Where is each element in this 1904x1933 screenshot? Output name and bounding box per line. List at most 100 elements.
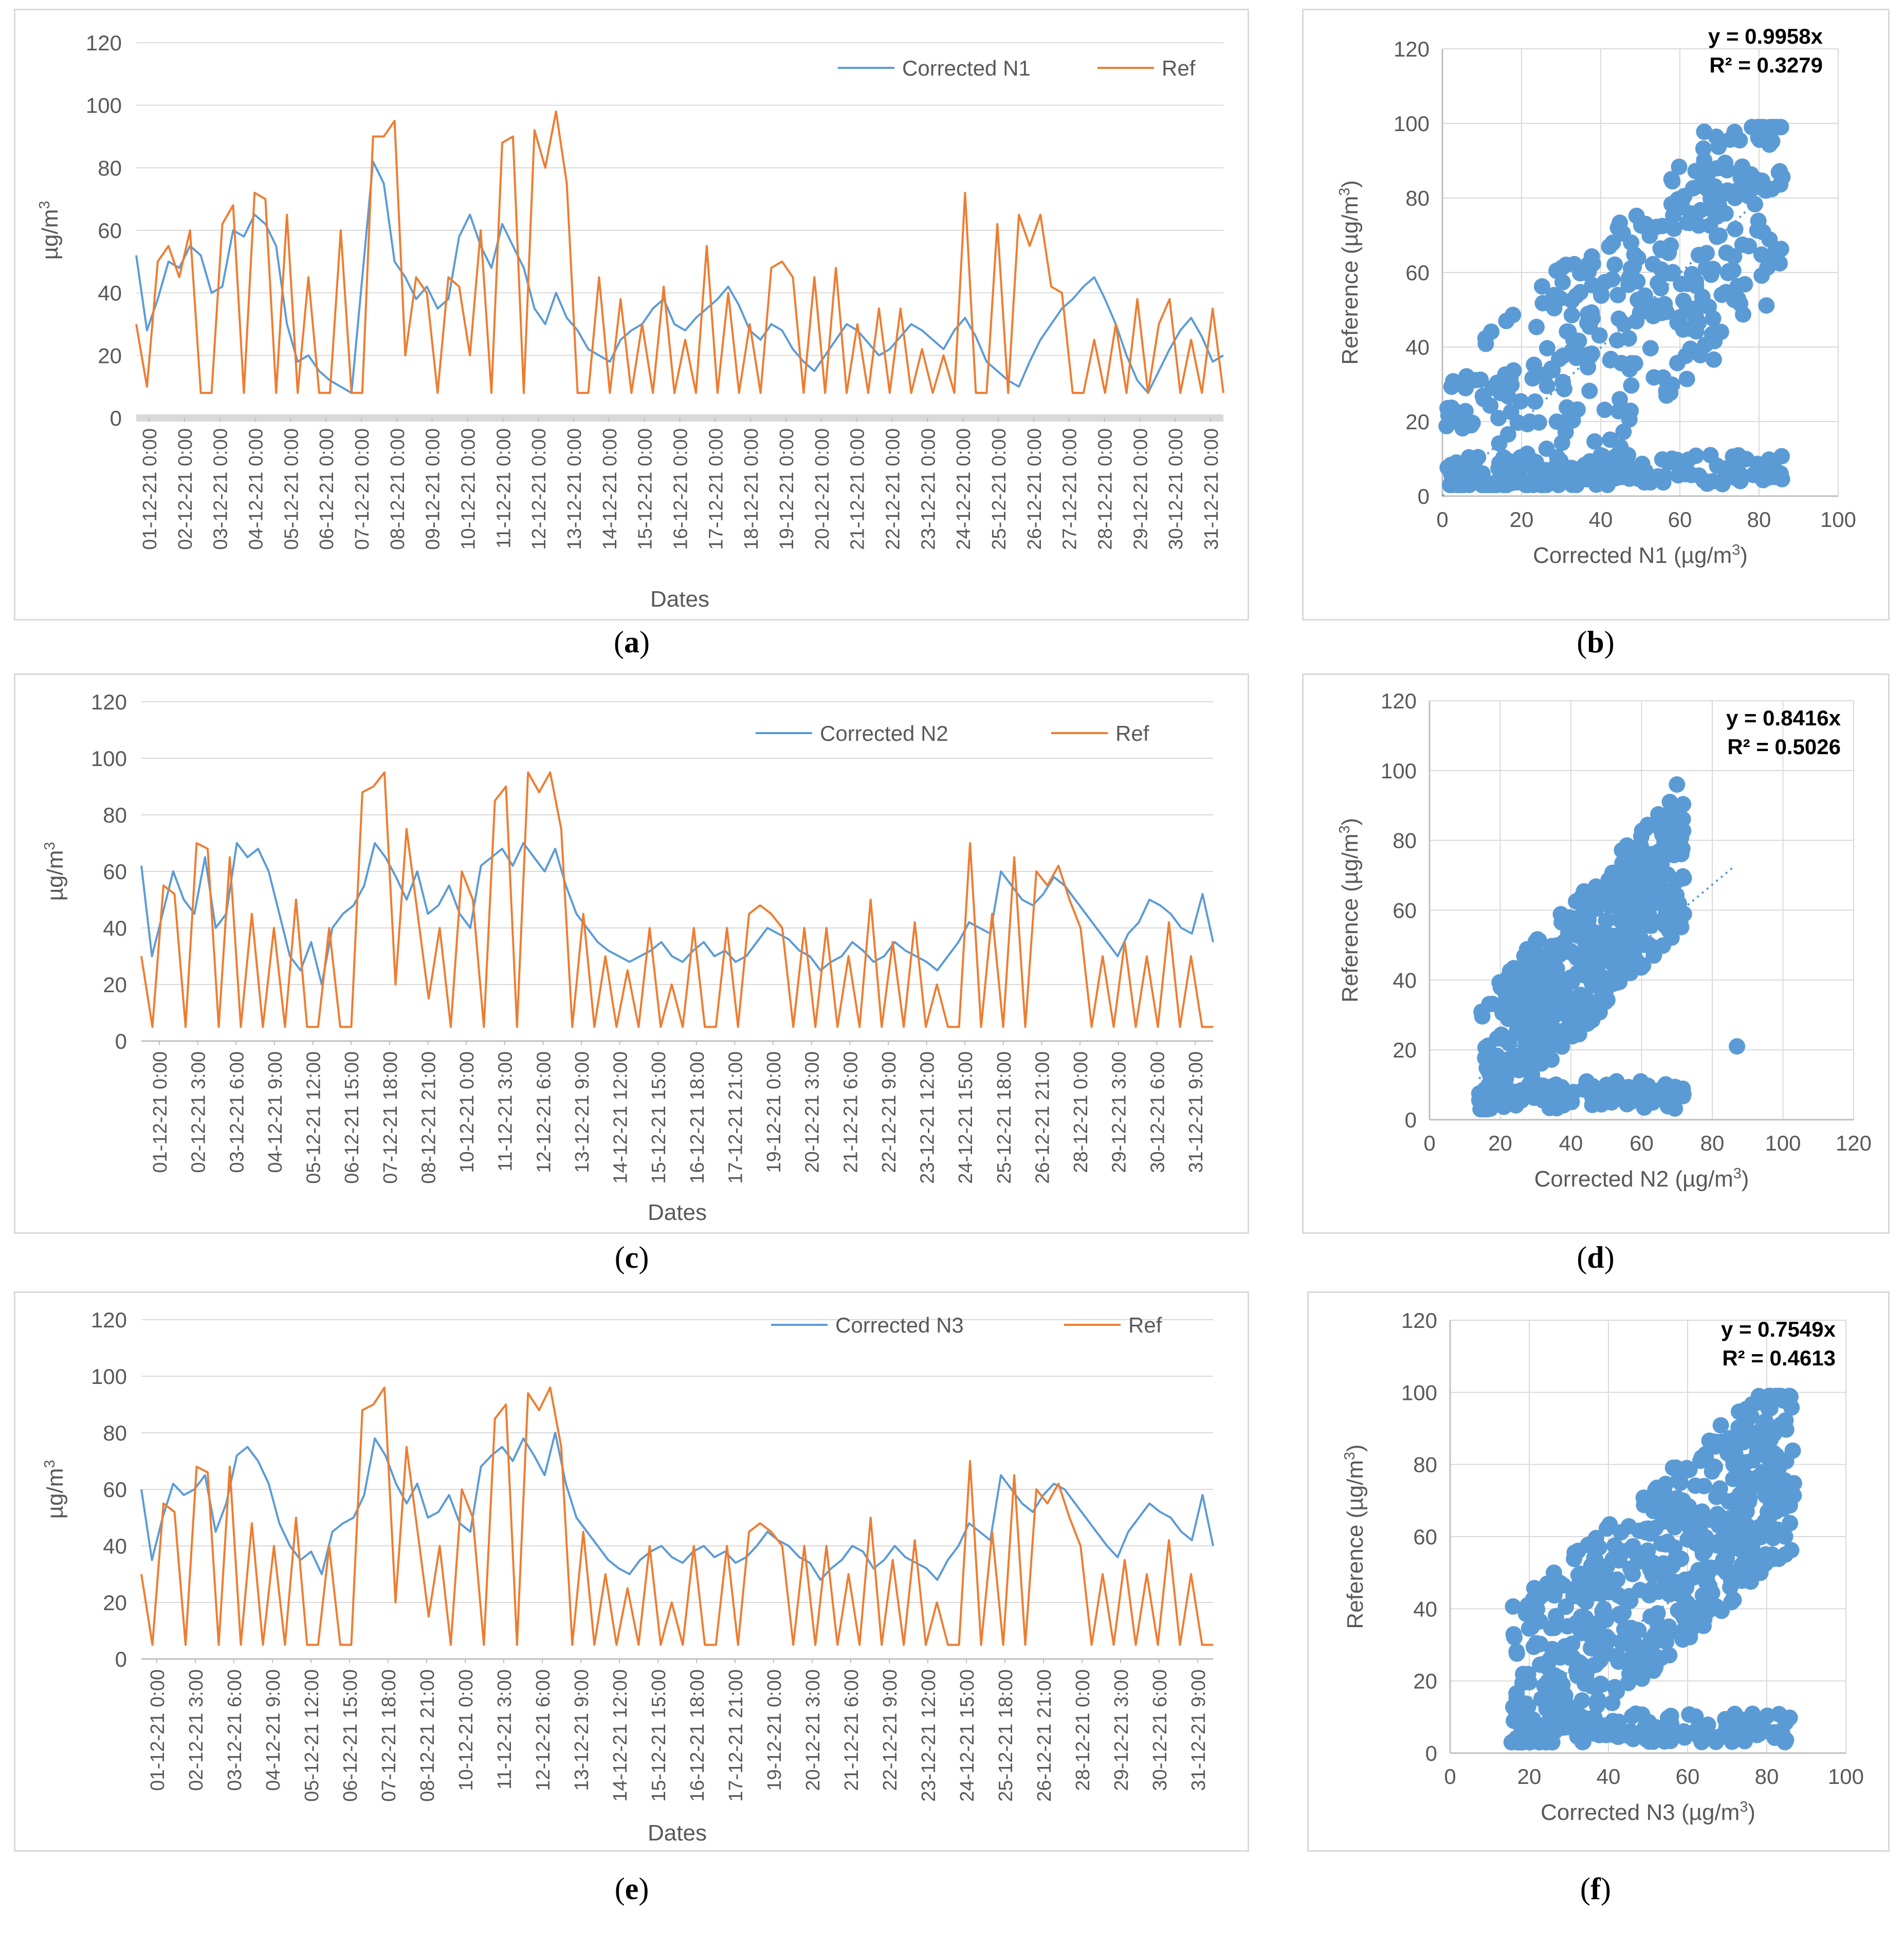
x-tick-label: 60	[1668, 507, 1692, 532]
scatter-point	[1645, 941, 1662, 958]
y-tick-label: 100	[91, 1364, 127, 1389]
scatter-point	[1688, 447, 1705, 464]
x-tick-label: 80	[1700, 1131, 1725, 1155]
x-tick-label: 11-12-21 0:00	[493, 428, 515, 549]
scatter-point	[1731, 132, 1748, 149]
scatter-point	[1650, 1583, 1667, 1600]
chart-a-svg: 0 20 40 60 80 100 120 01-12-21 0:00 02-12-21 0:0…	[36, 31, 1224, 612]
x-tick-label: 03-12-21 6:00	[226, 1051, 248, 1173]
scatter-point	[1695, 140, 1712, 157]
chart-c-svg: 0 20 40 60 80 100 120 01-12-21 0:00 02-12-21 3:0…	[42, 690, 1214, 1225]
scatter-point	[1626, 851, 1643, 868]
scatter-point	[1604, 941, 1621, 958]
y-tick-label: 20	[1405, 410, 1430, 434]
scatter-point	[1727, 221, 1744, 238]
x-tick-label: 04-12-21 0:00	[246, 428, 267, 550]
scatter-point	[1698, 1574, 1715, 1591]
scatter-point	[1534, 951, 1550, 968]
scatter-point	[1773, 1723, 1790, 1740]
scatter-point	[1758, 297, 1775, 314]
x-tick-label: 29-12-21 3:00	[1109, 1051, 1130, 1173]
scatter-point	[1558, 1598, 1575, 1615]
scatter-point	[1620, 271, 1637, 288]
x-tick-label: 40	[1559, 1131, 1583, 1155]
chart-f-svg: 0 20 40 60 80 100 0 20 40 60 80 100 120 y = 0.7549x R²…	[1342, 1308, 1864, 1825]
x-tick-label: 04-12-21 9:00	[265, 1051, 286, 1173]
caption-e: (e)	[614, 1872, 649, 1906]
scatter-point	[1477, 330, 1494, 347]
x-tick-label: 31-12-21 9:00	[1185, 1051, 1207, 1173]
scatter-point	[1712, 1417, 1729, 1434]
legend-label-ref: Ref	[1115, 721, 1149, 745]
scatter-point	[1677, 348, 1694, 364]
x-axis-title: Corrected N1 (µg/m3)	[1533, 542, 1748, 568]
scatter-point	[1753, 267, 1770, 284]
x-tick-label: 28-12-21 0:00	[1095, 428, 1116, 550]
scatter-point	[1725, 1591, 1742, 1608]
scatter-point	[1661, 922, 1678, 939]
x-tick-label: 12-12-21 6:00	[533, 1669, 554, 1791]
scatter-point	[1608, 974, 1625, 991]
y-axis-title: µg/m3	[42, 1460, 68, 1519]
scatter-point	[1625, 915, 1642, 932]
scatter-point	[1744, 1705, 1761, 1722]
scatter-point	[1687, 1708, 1704, 1725]
scatter-point	[1725, 1470, 1742, 1487]
scatter-point	[1531, 1613, 1548, 1630]
x-tick-label: 05-12-21 0:00	[281, 428, 302, 550]
scatter-point	[1595, 1600, 1612, 1617]
scatter-point	[1505, 306, 1522, 323]
caption-f: (f)	[1580, 1872, 1611, 1906]
x-tick-label: 26-12-21 21:00	[1034, 1669, 1055, 1802]
scatter-point	[1569, 401, 1586, 418]
scatter-point	[1743, 166, 1760, 183]
scatter-point	[1505, 362, 1522, 379]
scatter-point	[1623, 355, 1640, 372]
x-tick-label: 02-12-21 3:00	[188, 1051, 210, 1173]
x-tick-label: 20	[1517, 1764, 1542, 1789]
scatter-point	[1610, 1713, 1627, 1730]
scatter-point	[1584, 1088, 1601, 1105]
x-tick-label: 18-12-21 0:00	[741, 428, 762, 550]
x-tick-label: 08-12-21 21:00	[418, 1051, 440, 1184]
scatter-point	[1606, 256, 1623, 273]
y-tick-label: 40	[1393, 968, 1417, 992]
scatter-point	[1762, 1431, 1779, 1448]
scatter-point	[1563, 1013, 1580, 1030]
scatter-point	[1564, 991, 1581, 1008]
y-tick-label: 120	[91, 690, 127, 714]
x-tick-label: 25-12-21 0:00	[988, 428, 1010, 550]
scatter-point	[1584, 310, 1601, 327]
x-tick-label: 60	[1630, 1131, 1654, 1155]
scatter-point	[1499, 388, 1516, 405]
x-tick-label: 19-12-21 0:00	[776, 428, 798, 550]
scatter-point	[1582, 348, 1599, 364]
scatter-point	[1510, 1017, 1527, 1034]
scatter-point	[1548, 1100, 1565, 1117]
x-tick-label: 20-12-21 3:00	[802, 1669, 824, 1791]
scatter-point	[1572, 1708, 1589, 1725]
scatter-point	[1560, 323, 1577, 340]
scatter-point	[1534, 1726, 1551, 1743]
x-tick-label: 28-12-21 0:00	[1072, 1669, 1094, 1791]
scatter-point	[1740, 188, 1757, 205]
scatter-point	[1530, 932, 1547, 949]
scatter-point	[1612, 391, 1628, 408]
scatter-point	[1693, 1449, 1710, 1466]
x-axis-title: Dates	[650, 587, 709, 612]
scatter-point	[1603, 1726, 1620, 1743]
scatter-point	[1514, 1052, 1531, 1069]
trend-r2: R² = 0.4613	[1722, 1346, 1836, 1370]
scatter-point	[1601, 1516, 1618, 1533]
scatter-point	[1515, 1733, 1532, 1749]
y-tick-label: 120	[1394, 37, 1430, 61]
scatter-point	[1519, 977, 1536, 994]
scatter-point	[1697, 336, 1714, 353]
scatter-point	[1766, 245, 1783, 262]
x-tick-label: 01-12-21 0:00	[139, 428, 161, 550]
scatter-point	[1773, 448, 1790, 465]
y-tick-label: 60	[1413, 1525, 1437, 1549]
y-tick-label: 0	[1418, 484, 1430, 508]
scatter-point	[1671, 1586, 1688, 1602]
scatter-point	[1715, 1519, 1732, 1536]
